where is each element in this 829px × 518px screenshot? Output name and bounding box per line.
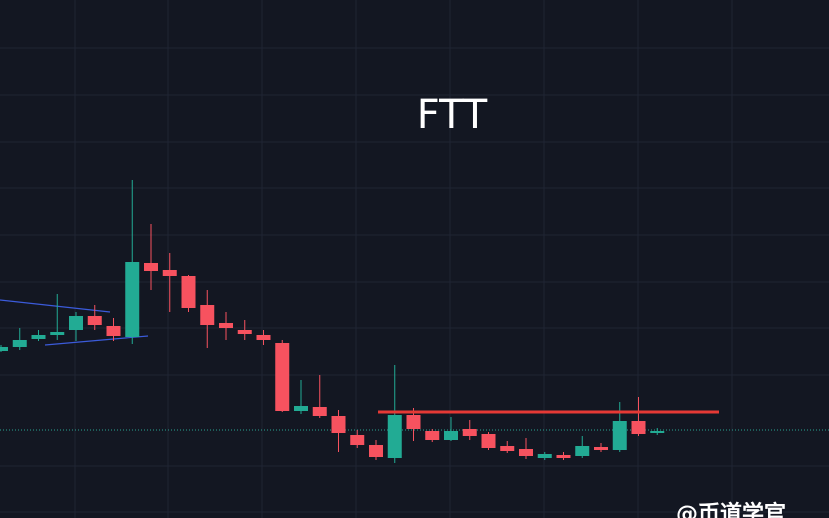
candle-body [144, 263, 158, 271]
candle-body [50, 332, 65, 335]
candle-body [12, 340, 27, 347]
candle-body [537, 454, 552, 458]
candle-body [612, 421, 627, 450]
chart-title: FTT [417, 92, 488, 138]
candle-body [69, 316, 83, 330]
candle-body [556, 455, 571, 458]
candle-body [162, 270, 177, 276]
candle-body [425, 431, 440, 440]
candles [0, 180, 665, 463]
candle-body [387, 415, 402, 458]
trendline [0, 299, 111, 313]
candle-body [200, 305, 215, 325]
candle-body [219, 323, 233, 328]
candle-body [406, 415, 421, 429]
candle-body [312, 407, 327, 416]
trendline [44, 335, 149, 346]
candle-body [575, 446, 590, 456]
candle-body [444, 431, 458, 440]
candle-body [106, 326, 121, 336]
candle-body [87, 316, 102, 325]
watermark: @币道学官 [676, 501, 786, 518]
candle-body [519, 449, 533, 456]
candle-body [350, 435, 365, 445]
candle-body [275, 343, 290, 411]
candle-body [0, 347, 8, 351]
candle-body [237, 330, 252, 334]
candle-body [256, 335, 271, 340]
candle-body [294, 406, 308, 411]
candle-body [369, 445, 383, 457]
candle-body [631, 421, 646, 434]
candle-body [481, 434, 496, 448]
candle-body [31, 335, 46, 339]
candle-body [594, 447, 608, 450]
candle-body [331, 416, 346, 433]
candle-body [125, 262, 140, 337]
candle-body [181, 276, 196, 308]
candle-body [500, 446, 515, 451]
candle-body [462, 429, 477, 436]
candle-body [650, 431, 665, 433]
